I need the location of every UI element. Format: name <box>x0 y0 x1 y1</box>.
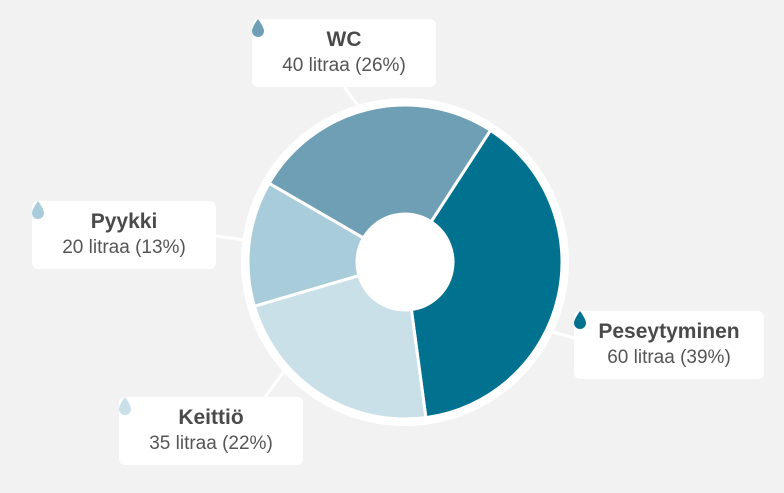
connector-keittio <box>263 369 287 398</box>
label-box-wc: WC 40 litraa (26%) <box>252 19 436 87</box>
label-value-wc: 40 litraa (26%) <box>282 55 406 76</box>
label-value-peseytyminen: 60 litraa (39%) <box>607 347 731 368</box>
water-drop-icon <box>252 19 264 37</box>
donut-center-hole <box>357 214 453 310</box>
label-value-pyykki: 20 litraa (13%) <box>62 237 186 258</box>
water-drop-icon <box>574 311 586 329</box>
label-title-wc: WC <box>326 28 362 51</box>
label-title-pyykki: Pyykki <box>90 210 158 233</box>
label-box-keittio: Keittiö 35 litraa (22%) <box>119 397 303 465</box>
water-drop-icon <box>32 201 44 219</box>
water-drop-icon <box>119 397 131 415</box>
label-box-peseytyminen: Peseytyminen 60 litraa (39%) <box>574 311 764 379</box>
connector-peseytyminen <box>552 330 575 340</box>
connector-pyykki <box>215 234 246 242</box>
label-box-pyykki: Pyykki 20 litraa (13%) <box>32 201 216 269</box>
label-title-peseytyminen: Peseytyminen <box>598 320 740 343</box>
label-value-keittio: 35 litraa (22%) <box>149 433 273 454</box>
label-title-keittio: Keittiö <box>178 406 244 429</box>
connector-wc <box>342 86 362 109</box>
